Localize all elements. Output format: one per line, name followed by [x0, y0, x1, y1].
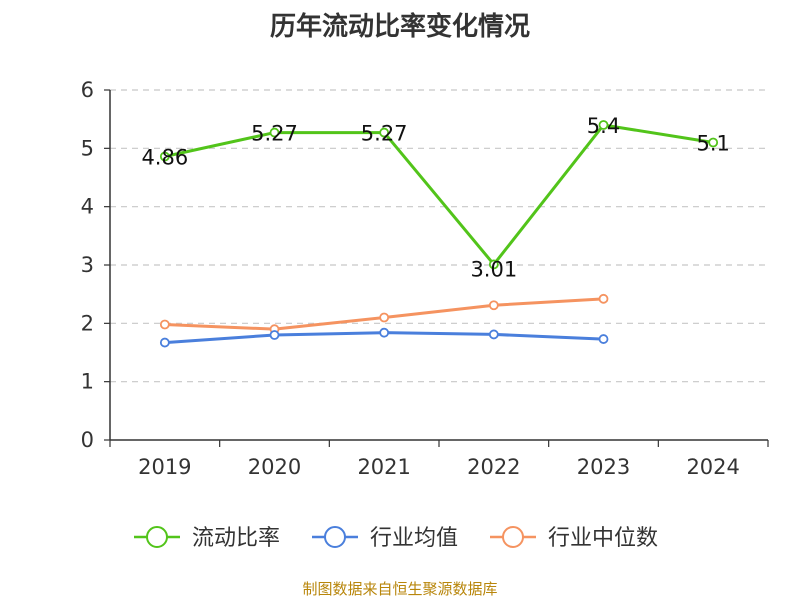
- data-point: [598, 334, 609, 344]
- legend-label: 行业均值: [370, 526, 458, 551]
- data-point: [269, 330, 280, 340]
- data-point: [159, 337, 170, 348]
- data-point: [488, 259, 499, 270]
- data-point: [379, 127, 390, 138]
- x-tick-label: 2023: [577, 455, 630, 479]
- data-label: 3.01: [470, 257, 517, 281]
- data-label: 5.1: [696, 132, 729, 156]
- data-point: [708, 137, 719, 148]
- data-point: [379, 312, 390, 323]
- data-label: 5.27: [361, 122, 408, 146]
- legend-marker: [502, 526, 524, 548]
- series-line-0: [164, 123, 714, 266]
- y-tick-label: 6: [81, 78, 94, 102]
- y-tick-label: 5: [81, 136, 94, 160]
- data-label: 5.4: [587, 114, 620, 138]
- y-tick-label: 1: [81, 370, 94, 394]
- data-label: 4.86: [141, 146, 188, 170]
- legend-label: 流动比率: [192, 526, 280, 551]
- y-tick-label: 0: [81, 428, 94, 452]
- x-tick-label: 2022: [467, 455, 520, 479]
- y-tick-label: 2: [81, 311, 94, 335]
- legend-label: 行业中位数: [548, 526, 658, 551]
- y-tick-label: 4: [81, 195, 94, 219]
- data-point: [159, 151, 170, 162]
- data-point: [159, 319, 170, 330]
- data-point: [598, 120, 609, 130]
- data-point: [379, 327, 390, 338]
- chart-title: 历年流动比率变化情况: [269, 12, 530, 42]
- source-note: 制图数据来自恒生聚源数据库: [302, 580, 498, 598]
- x-tick-label: 2019: [138, 455, 191, 479]
- legend-marker: [146, 526, 168, 548]
- x-tick-label: 2021: [357, 455, 410, 479]
- data-point: [598, 293, 609, 304]
- x-tick-label: 2024: [686, 455, 739, 479]
- y-tick-label: 3: [81, 253, 94, 277]
- x-tick-label: 2020: [248, 455, 301, 479]
- data-point: [269, 127, 280, 138]
- data-point: [488, 300, 499, 311]
- data-label: 5.27: [251, 122, 298, 146]
- legend-marker: [324, 526, 346, 548]
- data-point: [488, 329, 499, 340]
